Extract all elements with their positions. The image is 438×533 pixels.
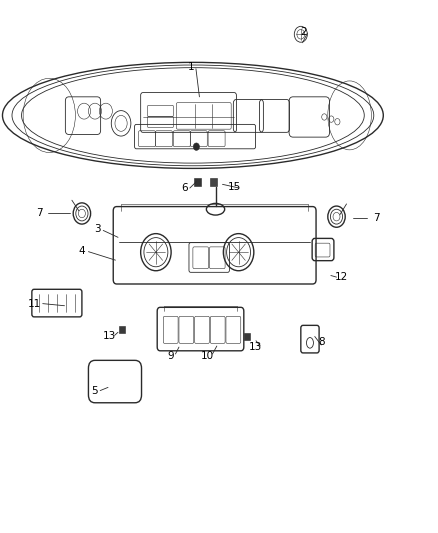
Text: 10: 10 xyxy=(201,351,214,361)
FancyBboxPatch shape xyxy=(194,178,201,187)
Text: 1: 1 xyxy=(187,62,194,72)
Text: 15: 15 xyxy=(228,182,241,192)
Text: 6: 6 xyxy=(181,183,187,193)
Text: 9: 9 xyxy=(167,351,173,361)
FancyBboxPatch shape xyxy=(244,333,250,340)
FancyBboxPatch shape xyxy=(210,178,217,187)
Text: 4: 4 xyxy=(78,246,85,256)
Text: 7: 7 xyxy=(36,208,43,219)
FancyBboxPatch shape xyxy=(119,326,124,333)
Text: 3: 3 xyxy=(94,224,100,235)
Text: 5: 5 xyxy=(92,386,98,396)
Circle shape xyxy=(193,143,199,150)
Text: 7: 7 xyxy=(373,213,380,223)
Text: 2: 2 xyxy=(300,27,307,37)
Text: 13: 13 xyxy=(248,342,262,352)
Text: 13: 13 xyxy=(102,332,116,342)
Text: 11: 11 xyxy=(28,298,41,309)
Text: 8: 8 xyxy=(318,337,325,347)
Text: 12: 12 xyxy=(335,272,348,282)
